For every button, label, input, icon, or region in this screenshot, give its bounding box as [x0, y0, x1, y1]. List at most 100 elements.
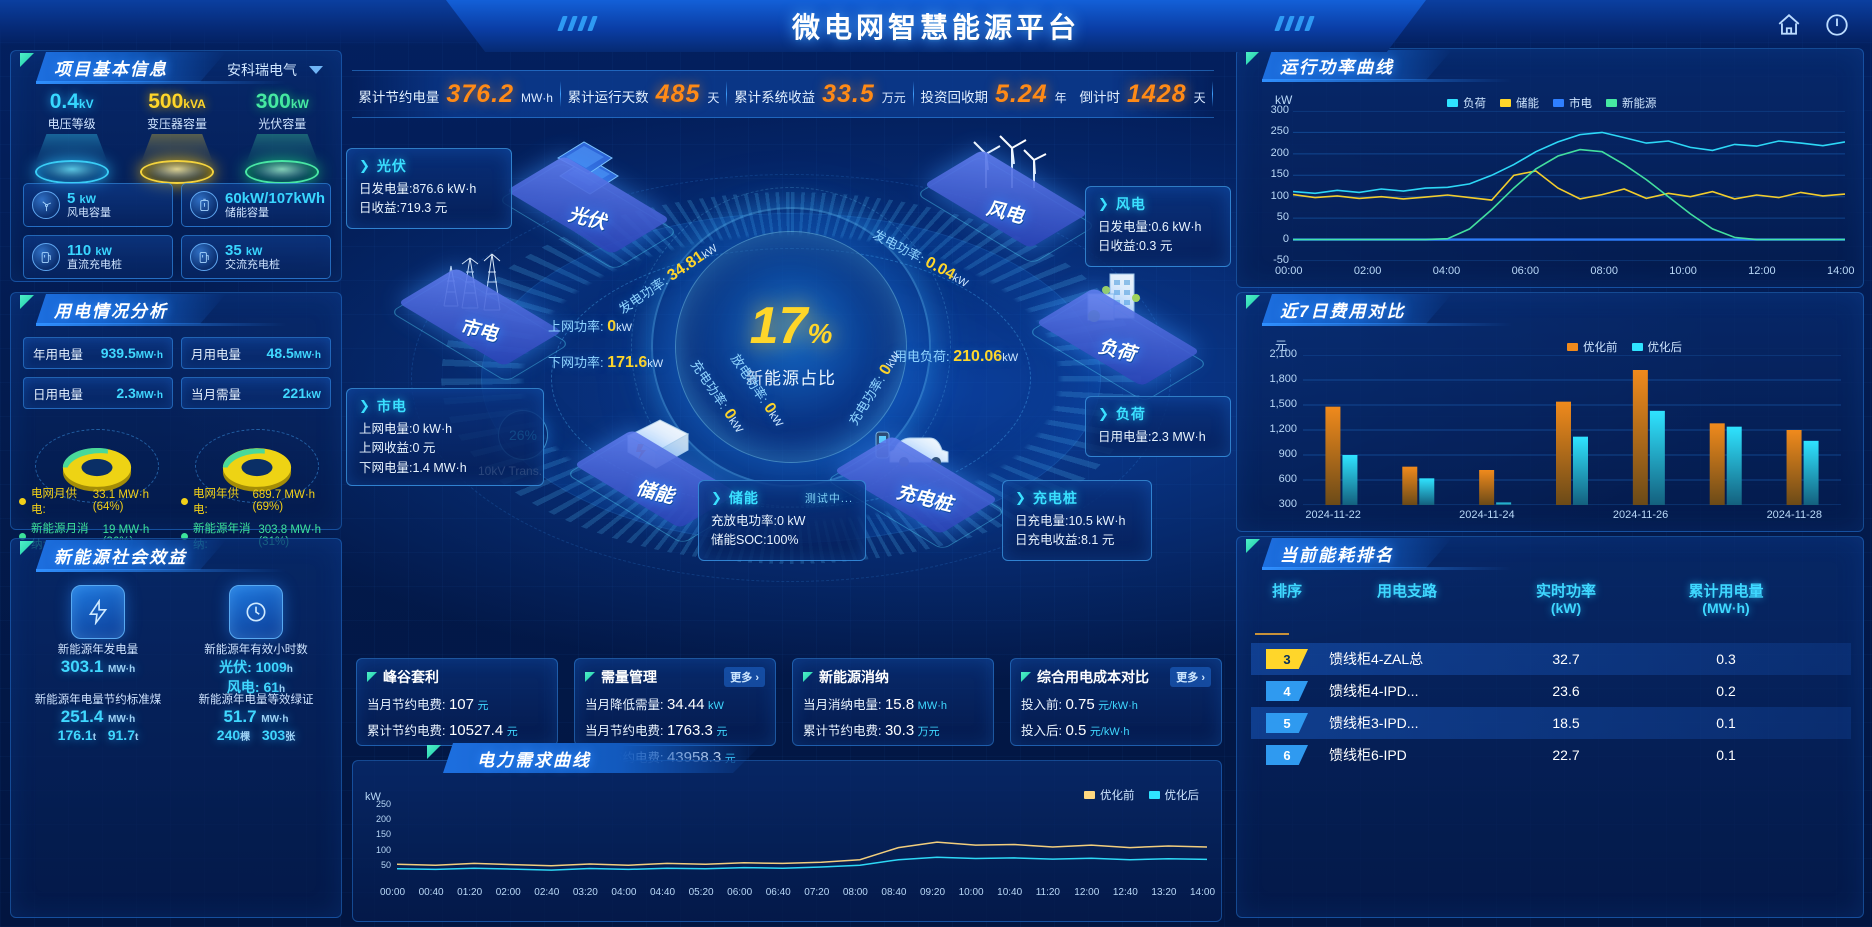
- beam-decor: [247, 134, 318, 160]
- metric-card-renewable-consumption: 新能源消纳 当月消纳电量: 15.8 MW·h 累计节约电费: 30.3 万元: [792, 658, 994, 746]
- x-tick: 02:40: [534, 887, 560, 898]
- arrow-icon: ❯: [1098, 406, 1110, 421]
- row-value: 30.3: [884, 722, 915, 740]
- arrow-icon: ❯: [1015, 490, 1027, 505]
- y-tick: 50: [1276, 211, 1289, 224]
- branch-name: 馈线柜4-ZAL总: [1329, 651, 1424, 667]
- table-row[interactable]: 5 馈线柜3-IPD... 18.5 0.1: [1251, 707, 1851, 739]
- tile-value: 35: [225, 242, 242, 260]
- tile-dc-charger[interactable]: 110 kW 直流充电桩: [23, 235, 173, 279]
- kpi-label: 倒计时: [1079, 89, 1121, 105]
- legend-label: 电网年供电:: [193, 488, 239, 516]
- node-load[interactable]: 负荷: [1027, 268, 1209, 403]
- flow-label-unit: kW: [647, 358, 664, 370]
- card-line: 充放电功率:0 kW: [711, 514, 806, 528]
- y-tick: 600: [1278, 473, 1297, 485]
- capacity-value: 500: [148, 90, 184, 113]
- x-tick: 05:20: [688, 887, 714, 898]
- metric-unit: kW: [306, 390, 321, 401]
- column-header-unit: (MW·h): [1702, 600, 1750, 617]
- x-tick: 00:00: [1275, 265, 1303, 277]
- demand-curve-panel: 电力需求曲线 优化前 优化后 kW 250 200 150 100 50 00:00 00…: [352, 760, 1222, 922]
- renewable-share-value: 17: [749, 296, 808, 355]
- card-title: 需量管理: [601, 669, 657, 685]
- y-tick: 100: [1270, 189, 1289, 202]
- node-grid[interactable]: 市电: [389, 248, 571, 383]
- capacity-name: 光伏容量: [258, 117, 307, 131]
- branch-name: 馈线柜4-IPD...: [1329, 683, 1419, 699]
- y-tick: 50: [380, 859, 391, 870]
- benefit-value: 251.4: [60, 707, 104, 726]
- x-tick: 08:00: [842, 887, 868, 898]
- node-pv[interactable]: 光伏: [497, 136, 679, 271]
- card-line: 上网电量:0 kW·h: [359, 422, 453, 436]
- tile-name: 交流充电桩: [225, 259, 280, 272]
- card-title: 光伏: [376, 158, 407, 174]
- metric-key: 年用电量: [33, 347, 84, 362]
- kpi-value: 485: [655, 79, 701, 108]
- x-tick: 00:00: [380, 887, 406, 898]
- capacity-value: 300: [255, 90, 291, 113]
- kpi-value: 1428: [1127, 79, 1187, 108]
- metric-unit: MW·h: [293, 350, 321, 361]
- more-button[interactable]: 更多 ›: [724, 667, 765, 687]
- node-ev-charger[interactable]: 充电桩: [825, 416, 1007, 551]
- tile-name: 风电容量: [67, 207, 111, 220]
- column-header-unit: (kW): [1550, 600, 1582, 617]
- real-time-power: 22.7: [1552, 747, 1580, 763]
- benefit-value: 303.1: [60, 657, 104, 676]
- more-button[interactable]: 更多 ›: [1170, 667, 1211, 687]
- benefit-name: 新能源年电量等效绿证: [198, 694, 314, 706]
- app-header: 微电网智慧能源平台: [0, 0, 1872, 56]
- metric-key: 日用电量: [33, 387, 84, 402]
- card-line: 储能SOC:100%: [711, 533, 799, 548]
- card-pv: ❯ 光伏 日发电量:876.6 kW·h 日收益:719.3 元: [346, 148, 512, 229]
- home-icon[interactable]: [1776, 12, 1802, 38]
- tile-storage-capacity[interactable]: 60kW/107kWh 储能容量: [181, 183, 331, 227]
- table-row[interactable]: 6 馈线柜6-IPD 22.7 0.1: [1251, 739, 1851, 771]
- kpi-unit: MW·h: [520, 90, 553, 105]
- chevron-down-icon[interactable]: [309, 66, 323, 74]
- benefit-annual-generation: 新能源年发电量 303.1 MW·h: [21, 581, 175, 685]
- tile-unit: kW: [79, 194, 97, 207]
- card-title: 新能源消纳: [819, 669, 889, 685]
- x-tick: 13:20: [1151, 887, 1177, 898]
- cumulative-energy: 0.3: [1716, 651, 1736, 667]
- cumulative-energy: 0.1: [1716, 715, 1736, 731]
- benefit-grid: 新能源年发电量 303.1 MW·h 新能源年有效小时数 光伏: 1009h 风…: [21, 581, 333, 795]
- y-tick: 150: [1270, 168, 1289, 181]
- legend-label: 电网月供电:: [31, 488, 77, 516]
- x-tick: 12:40: [1112, 887, 1138, 898]
- corner-tick-icon: [1021, 672, 1031, 682]
- panel-title: 当前能耗排名: [1280, 546, 1394, 565]
- metric-card-demand-mgmt: 需量管理 更多 › 当月降低需量: 34.44 kW 当月节约电费: 1763.…: [574, 658, 776, 766]
- power-icon[interactable]: [1824, 12, 1850, 38]
- kpi-item: 累计运行天数 485 天: [562, 80, 726, 109]
- y-tick: 250: [1270, 125, 1289, 138]
- flow-label-value: 210.06: [953, 348, 1003, 365]
- table-row[interactable]: 4 馈线柜4-IPD... 23.6 0.2: [1251, 675, 1851, 707]
- benefit-sub-value: 61: [263, 679, 280, 695]
- renewable-share-label: 新能源占比: [746, 368, 836, 388]
- flow-label-unit: kW: [616, 322, 633, 334]
- legend-item: 电网年供电: 689.7 MW·h (69%): [181, 485, 339, 517]
- company-select-value[interactable]: 安科瑞电气: [227, 62, 297, 78]
- x-tick: 10:00: [1669, 265, 1697, 277]
- flow-label-text: 上网功率:: [548, 319, 604, 334]
- tile-wind-capacity[interactable]: 5 kW 风电容量: [23, 183, 173, 227]
- tile-ac-charger[interactable]: 35 kW 交流充电桩: [181, 235, 331, 279]
- node-storage[interactable]: 储能: [565, 410, 747, 545]
- table-row[interactable]: 3 馈线柜4-ZAL总 32.7 0.3: [1251, 643, 1851, 675]
- glow-ring-icon: [139, 160, 214, 184]
- rank-scroll-indicator: [1255, 633, 1289, 635]
- kpi-unit: 天: [707, 90, 720, 105]
- flow-label-value: 171.6: [607, 354, 648, 371]
- usage-metric: 日用电量 2.3MW·h: [23, 377, 173, 409]
- card-line: 日发电量:0.6 kW·h: [1098, 220, 1202, 234]
- x-tick: 08:40: [881, 887, 907, 898]
- node-wind[interactable]: 风电: [915, 130, 1097, 265]
- branch-name: 馈线柜6-IPD: [1329, 747, 1407, 763]
- usage-metric: 年用电量 939.5MW·h: [23, 337, 173, 369]
- x-tick: 12:00: [1074, 887, 1100, 898]
- tile-value: 5: [67, 190, 76, 208]
